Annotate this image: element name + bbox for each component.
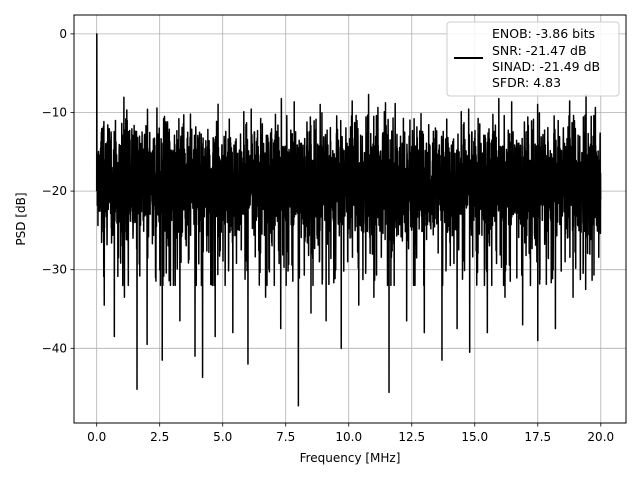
x-tick-label: 12.5: [398, 430, 425, 444]
legend: ENOB: -3.86 bits SNR: -21.47 dB SINAD: -…: [446, 21, 620, 97]
y-tick-label: −30: [42, 263, 67, 277]
y-tick-label: 0: [59, 27, 67, 41]
y-tick-label: −10: [42, 105, 67, 119]
x-tick-label: 20.0: [587, 430, 614, 444]
y-tick-label: −20: [42, 184, 67, 198]
x-axis-label: Frequency [MHz]: [300, 451, 401, 465]
legend-box: [446, 21, 620, 97]
legend-line-snr: SNR: -21.47 dB: [492, 43, 587, 58]
y-tick-label: −40: [42, 341, 67, 355]
legend-line-sinad: SINAD: -21.49 dB: [492, 59, 600, 74]
x-tick-label: 10.0: [335, 430, 362, 444]
x-tick-label: 17.5: [524, 430, 551, 444]
x-tick-label: 0.0: [87, 430, 106, 444]
x-tick-label: 5.0: [213, 430, 232, 444]
psd-line: [95, 33, 602, 407]
plot-frame: [73, 14, 627, 424]
legend-line-enob: ENOB: -3.86 bits: [492, 26, 595, 41]
y-axis-label: PSD [dB]: [14, 192, 28, 245]
x-tick-label: 15.0: [461, 430, 488, 444]
axis-ticks: 0.0 2.5 5.0 7.5 10.0 12.5 15.0 17.5 20.0 0 −10 −20 −…: [42, 27, 614, 444]
x-tick-label: 2.5: [150, 430, 169, 444]
x-tick-label: 7.5: [276, 430, 295, 444]
legend-line-sfdr: SFDR: 4.83: [492, 75, 561, 90]
psd-series: [95, 33, 602, 407]
